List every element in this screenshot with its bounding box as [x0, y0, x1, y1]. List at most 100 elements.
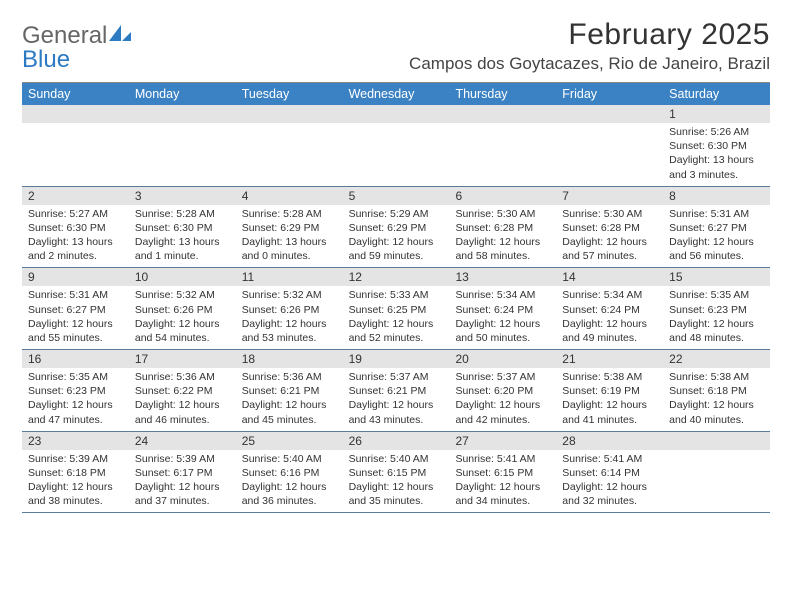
day-body: Sunrise: 5:30 AMSunset: 6:28 PMDaylight:… [556, 205, 663, 268]
weeks-container: 1Sunrise: 5:26 AMSunset: 6:30 PMDaylight… [22, 105, 770, 513]
daylight-text: Daylight: 12 hours and 43 minutes. [349, 398, 444, 426]
sunset-text: Sunset: 6:26 PM [242, 303, 337, 317]
logo-text-bottom: Blue [22, 46, 70, 73]
day-number-empty [129, 105, 236, 123]
day-body: Sunrise: 5:26 AMSunset: 6:30 PMDaylight:… [663, 123, 770, 186]
day-number: 20 [449, 350, 556, 368]
sunrise-text: Sunrise: 5:37 AM [455, 370, 550, 384]
day-cell: 7Sunrise: 5:30 AMSunset: 6:28 PMDaylight… [556, 187, 663, 268]
day-number: 22 [663, 350, 770, 368]
daylight-text: Daylight: 12 hours and 57 minutes. [562, 235, 657, 263]
sunrise-text: Sunrise: 5:30 AM [455, 207, 550, 221]
day-cell: 16Sunrise: 5:35 AMSunset: 6:23 PMDayligh… [22, 350, 129, 431]
sunset-text: Sunset: 6:30 PM [669, 139, 764, 153]
day-cell: 18Sunrise: 5:36 AMSunset: 6:21 PMDayligh… [236, 350, 343, 431]
day-body: Sunrise: 5:40 AMSunset: 6:15 PMDaylight:… [343, 450, 450, 513]
daylight-text: Daylight: 12 hours and 48 minutes. [669, 317, 764, 345]
day-cell: 4Sunrise: 5:28 AMSunset: 6:29 PMDaylight… [236, 187, 343, 268]
sunrise-text: Sunrise: 5:40 AM [242, 452, 337, 466]
sunset-text: Sunset: 6:30 PM [28, 221, 123, 235]
sunrise-text: Sunrise: 5:39 AM [28, 452, 123, 466]
sunset-text: Sunset: 6:21 PM [349, 384, 444, 398]
daylight-text: Daylight: 12 hours and 50 minutes. [455, 317, 550, 345]
day-cell: 22Sunrise: 5:38 AMSunset: 6:18 PMDayligh… [663, 350, 770, 431]
day-body: Sunrise: 5:36 AMSunset: 6:22 PMDaylight:… [129, 368, 236, 431]
day-body: Sunrise: 5:41 AMSunset: 6:14 PMDaylight:… [556, 450, 663, 513]
day-body: Sunrise: 5:34 AMSunset: 6:24 PMDaylight:… [449, 286, 556, 349]
daylight-text: Daylight: 12 hours and 55 minutes. [28, 317, 123, 345]
sunrise-text: Sunrise: 5:28 AM [135, 207, 230, 221]
day-number-empty [236, 105, 343, 123]
sunset-text: Sunset: 6:19 PM [562, 384, 657, 398]
sunset-text: Sunset: 6:30 PM [135, 221, 230, 235]
day-cell: 5Sunrise: 5:29 AMSunset: 6:29 PMDaylight… [343, 187, 450, 268]
day-number: 8 [663, 187, 770, 205]
day-number-empty [449, 105, 556, 123]
weekday-header: Thursday [449, 83, 556, 105]
logo-sail-icon [109, 22, 131, 49]
weekday-header: Tuesday [236, 83, 343, 105]
day-number: 28 [556, 432, 663, 450]
daylight-text: Daylight: 12 hours and 49 minutes. [562, 317, 657, 345]
day-cell: 10Sunrise: 5:32 AMSunset: 6:26 PMDayligh… [129, 268, 236, 349]
day-number: 24 [129, 432, 236, 450]
daylight-text: Daylight: 12 hours and 56 minutes. [669, 235, 764, 263]
sunrise-text: Sunrise: 5:35 AM [669, 288, 764, 302]
sunrise-text: Sunrise: 5:37 AM [349, 370, 444, 384]
day-number: 27 [449, 432, 556, 450]
day-number: 3 [129, 187, 236, 205]
sunset-text: Sunset: 6:16 PM [242, 466, 337, 480]
day-number: 13 [449, 268, 556, 286]
day-cell: 13Sunrise: 5:34 AMSunset: 6:24 PMDayligh… [449, 268, 556, 349]
day-number: 12 [343, 268, 450, 286]
day-number-empty [663, 432, 770, 450]
daylight-text: Daylight: 12 hours and 36 minutes. [242, 480, 337, 508]
sunrise-text: Sunrise: 5:31 AM [28, 288, 123, 302]
day-body: Sunrise: 5:38 AMSunset: 6:18 PMDaylight:… [663, 368, 770, 431]
month-title: February 2025 [409, 18, 770, 52]
day-number: 25 [236, 432, 343, 450]
sunrise-text: Sunrise: 5:39 AM [135, 452, 230, 466]
day-number: 14 [556, 268, 663, 286]
sunset-text: Sunset: 6:15 PM [349, 466, 444, 480]
day-body: Sunrise: 5:39 AMSunset: 6:17 PMDaylight:… [129, 450, 236, 513]
sunrise-text: Sunrise: 5:32 AM [242, 288, 337, 302]
sunset-text: Sunset: 6:23 PM [28, 384, 123, 398]
sunrise-text: Sunrise: 5:34 AM [562, 288, 657, 302]
day-cell: 23Sunrise: 5:39 AMSunset: 6:18 PMDayligh… [22, 432, 129, 513]
sunrise-text: Sunrise: 5:30 AM [562, 207, 657, 221]
day-cell: 26Sunrise: 5:40 AMSunset: 6:15 PMDayligh… [343, 432, 450, 513]
day-body: Sunrise: 5:35 AMSunset: 6:23 PMDaylight:… [22, 368, 129, 431]
calendar-grid: SundayMondayTuesdayWednesdayThursdayFrid… [22, 82, 770, 513]
day-body: Sunrise: 5:36 AMSunset: 6:21 PMDaylight:… [236, 368, 343, 431]
sunset-text: Sunset: 6:20 PM [455, 384, 550, 398]
daylight-text: Daylight: 13 hours and 0 minutes. [242, 235, 337, 263]
day-cell: 15Sunrise: 5:35 AMSunset: 6:23 PMDayligh… [663, 268, 770, 349]
day-cell [22, 105, 129, 186]
sunset-text: Sunset: 6:29 PM [349, 221, 444, 235]
header: General Blue February 2025 Campos dos Go… [22, 18, 770, 74]
day-cell: 11Sunrise: 5:32 AMSunset: 6:26 PMDayligh… [236, 268, 343, 349]
daylight-text: Daylight: 12 hours and 32 minutes. [562, 480, 657, 508]
day-cell: 6Sunrise: 5:30 AMSunset: 6:28 PMDaylight… [449, 187, 556, 268]
sunrise-text: Sunrise: 5:40 AM [349, 452, 444, 466]
day-number: 1 [663, 105, 770, 123]
week-row: 9Sunrise: 5:31 AMSunset: 6:27 PMDaylight… [22, 268, 770, 350]
daylight-text: Daylight: 12 hours and 54 minutes. [135, 317, 230, 345]
daylight-text: Daylight: 12 hours and 45 minutes. [242, 398, 337, 426]
day-number: 6 [449, 187, 556, 205]
calendar-page: General Blue February 2025 Campos dos Go… [0, 0, 792, 531]
day-cell: 12Sunrise: 5:33 AMSunset: 6:25 PMDayligh… [343, 268, 450, 349]
day-number: 15 [663, 268, 770, 286]
weekday-header-row: SundayMondayTuesdayWednesdayThursdayFrid… [22, 83, 770, 105]
sunset-text: Sunset: 6:27 PM [669, 221, 764, 235]
day-cell: 2Sunrise: 5:27 AMSunset: 6:30 PMDaylight… [22, 187, 129, 268]
daylight-text: Daylight: 13 hours and 2 minutes. [28, 235, 123, 263]
sunrise-text: Sunrise: 5:38 AM [669, 370, 764, 384]
sunset-text: Sunset: 6:28 PM [562, 221, 657, 235]
day-body: Sunrise: 5:29 AMSunset: 6:29 PMDaylight:… [343, 205, 450, 268]
logo-text: General Blue [22, 24, 131, 72]
sunset-text: Sunset: 6:22 PM [135, 384, 230, 398]
day-body: Sunrise: 5:37 AMSunset: 6:20 PMDaylight:… [449, 368, 556, 431]
day-number: 19 [343, 350, 450, 368]
